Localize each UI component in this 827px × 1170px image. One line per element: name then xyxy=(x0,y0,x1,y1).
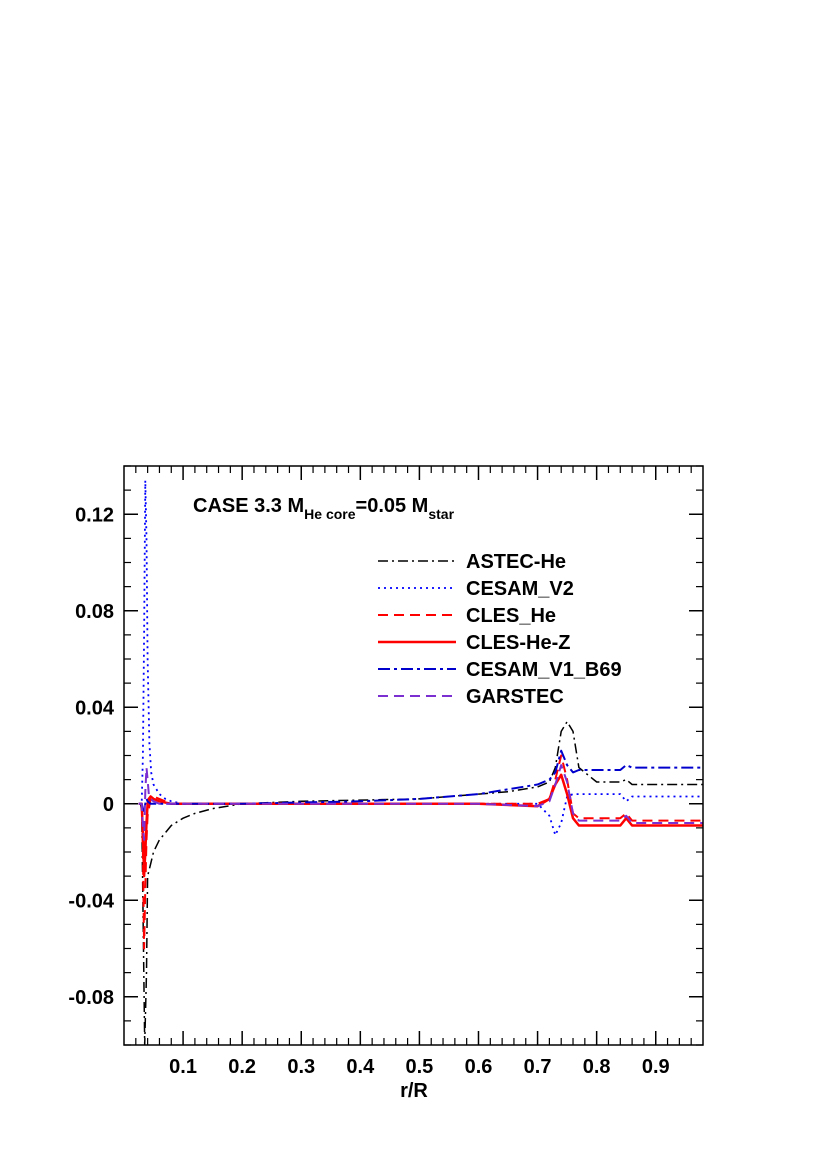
series-line-garstec xyxy=(138,764,703,841)
x-tick-label: 0.6 xyxy=(465,1056,493,1078)
legend: ASTEC-He CESAM_V2 CLES_He CLES-He-Z CESAM_V1… xyxy=(378,551,622,708)
x-tick-label: 0.2 xyxy=(228,1056,256,1078)
legend-item: CLES_He xyxy=(378,605,556,627)
legend-item: ASTEC-He xyxy=(378,551,566,573)
x-axis-title: r/R xyxy=(400,1080,428,1102)
x-tick-label: 0.8 xyxy=(583,1056,611,1078)
legend-item: CESAM_V1_B69 xyxy=(378,659,622,681)
legend-label: ASTEC-He xyxy=(466,551,566,573)
legend-label: CLES_He xyxy=(466,605,556,627)
plot-frame xyxy=(123,465,704,1046)
x-tick-label: 0.3 xyxy=(287,1056,315,1078)
plot-lines xyxy=(138,479,703,1045)
series-line-astec-he xyxy=(138,720,703,1045)
series-line-cesam-v1-b69 xyxy=(138,749,703,812)
ticks xyxy=(124,465,703,1046)
y-tick-label: -0.04 xyxy=(68,890,114,912)
tick-labels: 0.1 0.2 0.3 0.4 0.5 0.6 0.7 0.8 0.9 0.12 0.08 0.04 0… xyxy=(68,504,669,1078)
legend-label: CESAM_V1_B69 xyxy=(466,659,622,681)
chart-title-mid: =0.05 M xyxy=(356,495,429,517)
y-tick-label: 0.12 xyxy=(75,504,114,526)
y-tick-label: -0.08 xyxy=(68,987,114,1009)
x-tick-label: 0.4 xyxy=(346,1056,375,1078)
axes xyxy=(123,465,704,1046)
chart-title: CASE 3.3 MHe core=0.05 Mstar xyxy=(193,495,455,522)
x-tick-label: 0.5 xyxy=(406,1056,434,1078)
legend-label: CLES-He-Z xyxy=(466,632,570,654)
y-tick-label: 0.08 xyxy=(75,601,114,623)
series-line-cles-he xyxy=(138,754,703,950)
chart-title-prefix: CASE 3.3 M xyxy=(193,495,304,517)
x-tick-label: 0.1 xyxy=(169,1056,197,1078)
legend-label: CESAM_V2 xyxy=(466,578,574,600)
chart-title-sub1: He core xyxy=(304,506,356,522)
legend-item: CESAM_V2 xyxy=(378,578,574,600)
legend-item: CLES-He-Z xyxy=(378,632,570,654)
x-tick-label: 0.9 xyxy=(642,1056,670,1078)
y-tick-label: 0.04 xyxy=(75,697,115,719)
x-tick-label: 0.7 xyxy=(524,1056,552,1078)
series-line-cles-he-z xyxy=(138,773,703,878)
legend-label: GARSTEC xyxy=(466,686,564,708)
legend-item: GARSTEC xyxy=(378,686,564,708)
chart-title-sub2: star xyxy=(428,506,454,522)
y-tick-label: 0 xyxy=(103,794,114,816)
